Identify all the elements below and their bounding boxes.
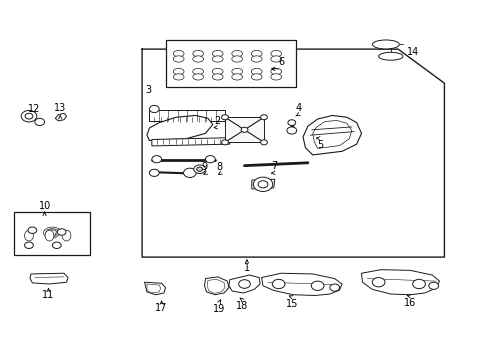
Circle shape: [196, 167, 202, 171]
Polygon shape: [142, 49, 444, 257]
Circle shape: [412, 279, 425, 289]
Text: 15: 15: [285, 299, 298, 309]
Ellipse shape: [45, 230, 54, 241]
Text: 3: 3: [144, 85, 151, 95]
Ellipse shape: [251, 68, 262, 75]
Text: 13: 13: [54, 103, 66, 113]
Circle shape: [24, 242, 33, 248]
Ellipse shape: [231, 74, 242, 80]
Circle shape: [260, 140, 267, 145]
Polygon shape: [147, 116, 212, 140]
Text: 18: 18: [235, 301, 248, 311]
Ellipse shape: [173, 68, 183, 75]
Polygon shape: [251, 179, 274, 189]
Circle shape: [253, 177, 272, 192]
Circle shape: [221, 140, 228, 145]
Ellipse shape: [231, 68, 242, 75]
Ellipse shape: [378, 52, 402, 60]
Polygon shape: [228, 275, 260, 293]
Text: 7: 7: [271, 161, 277, 171]
Polygon shape: [149, 110, 224, 121]
Polygon shape: [303, 116, 361, 155]
Ellipse shape: [270, 74, 281, 80]
Ellipse shape: [173, 50, 183, 57]
Ellipse shape: [231, 50, 242, 57]
Circle shape: [241, 127, 247, 132]
Text: 4: 4: [294, 103, 301, 113]
Ellipse shape: [192, 74, 203, 80]
Ellipse shape: [173, 74, 183, 80]
Ellipse shape: [192, 50, 203, 57]
Ellipse shape: [231, 56, 242, 62]
Polygon shape: [361, 270, 439, 295]
Text: 5: 5: [316, 140, 323, 150]
Ellipse shape: [270, 56, 281, 62]
Circle shape: [205, 156, 215, 163]
Ellipse shape: [212, 50, 223, 57]
Circle shape: [149, 105, 159, 113]
Ellipse shape: [270, 50, 281, 57]
Ellipse shape: [251, 74, 262, 80]
Text: 1: 1: [244, 263, 249, 273]
Polygon shape: [152, 138, 229, 146]
Circle shape: [287, 120, 295, 126]
Text: 6: 6: [278, 57, 284, 67]
Circle shape: [371, 278, 384, 287]
Circle shape: [193, 165, 205, 174]
Ellipse shape: [212, 68, 223, 75]
Circle shape: [221, 115, 228, 120]
Circle shape: [329, 284, 339, 291]
Ellipse shape: [372, 40, 399, 49]
Ellipse shape: [270, 68, 281, 75]
Polygon shape: [147, 284, 160, 293]
Text: 17: 17: [155, 303, 167, 314]
Polygon shape: [204, 277, 228, 295]
Ellipse shape: [251, 56, 262, 62]
Circle shape: [428, 282, 438, 289]
Circle shape: [52, 242, 61, 248]
Circle shape: [272, 279, 285, 289]
Bar: [166, 40, 295, 87]
Circle shape: [286, 127, 296, 134]
Ellipse shape: [192, 56, 203, 62]
Polygon shape: [144, 282, 165, 295]
Bar: [14, 212, 90, 255]
Polygon shape: [30, 273, 68, 284]
Circle shape: [28, 227, 37, 233]
Circle shape: [183, 168, 196, 177]
Polygon shape: [312, 121, 351, 148]
Text: 10: 10: [39, 201, 51, 211]
Text: 8: 8: [216, 162, 222, 172]
Text: 11: 11: [42, 291, 55, 301]
Ellipse shape: [62, 230, 71, 241]
Text: 16: 16: [404, 298, 416, 308]
Circle shape: [35, 118, 44, 126]
Circle shape: [311, 281, 324, 291]
Circle shape: [21, 111, 37, 122]
Circle shape: [57, 229, 66, 235]
Circle shape: [258, 181, 267, 188]
Circle shape: [149, 169, 159, 176]
Text: 12: 12: [28, 104, 40, 114]
Ellipse shape: [192, 68, 203, 75]
Ellipse shape: [251, 50, 262, 57]
Ellipse shape: [24, 230, 33, 241]
Circle shape: [152, 156, 161, 163]
Circle shape: [238, 280, 250, 288]
Polygon shape: [261, 273, 341, 296]
Text: 2: 2: [214, 116, 221, 126]
Ellipse shape: [173, 56, 183, 62]
Circle shape: [260, 115, 267, 120]
Circle shape: [25, 113, 33, 119]
Text: 14: 14: [406, 46, 418, 57]
Polygon shape: [224, 117, 264, 142]
Text: 19: 19: [213, 304, 225, 314]
Polygon shape: [55, 113, 66, 121]
Polygon shape: [207, 279, 224, 293]
Text: 9: 9: [201, 162, 207, 172]
Ellipse shape: [212, 56, 223, 62]
Ellipse shape: [212, 74, 223, 80]
